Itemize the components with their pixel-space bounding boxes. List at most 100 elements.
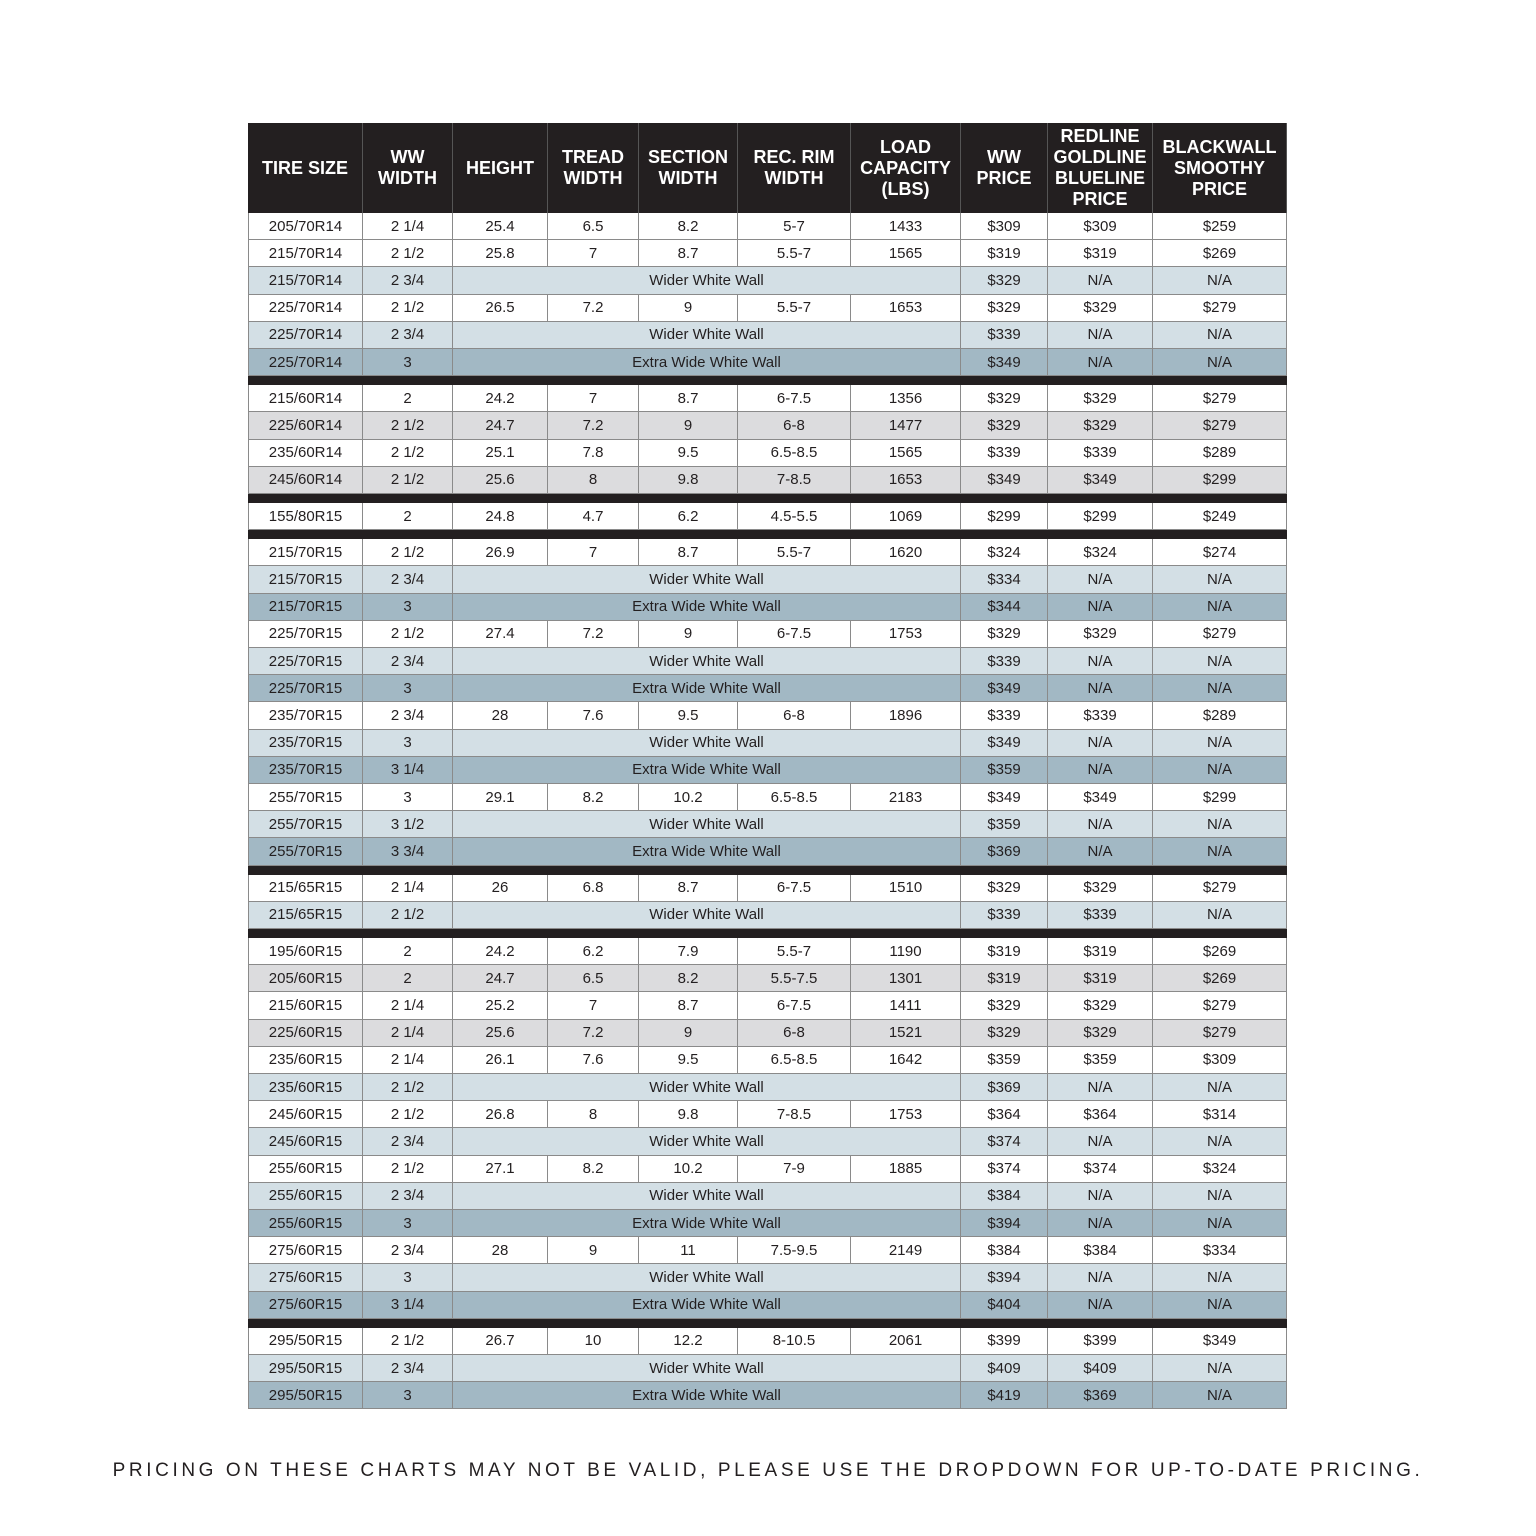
table-cell: 6.2 (548, 938, 639, 966)
table-cell: $329 (1048, 874, 1153, 902)
table-cell: $259 (1153, 213, 1287, 241)
table-cell: 27.4 (453, 620, 548, 648)
table-cell: 215/60R14 (248, 385, 363, 413)
row-note: Extra Wide White Wall (453, 675, 961, 703)
table-cell: N/A (1153, 321, 1287, 349)
header-line: SECTION (647, 147, 728, 167)
table-cell: $249 (1153, 503, 1287, 531)
table-cell: 7-8.5 (738, 466, 851, 494)
table-cell: 7 (548, 539, 639, 567)
table-cell: $329 (961, 412, 1048, 440)
column-header: TREAD WIDTH (548, 123, 639, 213)
table-cell: N/A (1048, 267, 1153, 295)
table-cell: N/A (1153, 648, 1287, 676)
group-separator (248, 865, 1287, 875)
table-cell: 225/60R14 (248, 412, 363, 440)
table-cell: $309 (1048, 213, 1153, 241)
table-cell: N/A (1153, 675, 1287, 703)
table-cell: 235/70R15 (248, 729, 363, 757)
table-cell: 245/60R15 (248, 1101, 363, 1129)
table-cell: 215/60R15 (248, 992, 363, 1020)
table-cell: 26.8 (453, 1101, 548, 1129)
table-cell: $394 (961, 1264, 1048, 1292)
table-cell: 215/65R15 (248, 874, 363, 902)
table-cell: $339 (961, 321, 1048, 349)
table-cell: $374 (961, 1155, 1048, 1183)
table-cell: $384 (961, 1182, 1048, 1210)
table-cell: $364 (1048, 1101, 1153, 1129)
table-cell: 11 (639, 1237, 738, 1265)
table-cell: 2 3/4 (363, 1128, 453, 1156)
row-note: Wider White Wall (453, 1182, 961, 1210)
column-header: HEIGHT (453, 123, 548, 213)
table-cell: N/A (1153, 349, 1287, 377)
table-cell: 3 (363, 729, 453, 757)
table-cell: $419 (961, 1382, 1048, 1410)
table-cell: 2 3/4 (363, 267, 453, 295)
table-cell: 295/50R15 (248, 1327, 363, 1355)
table-cell: 1433 (851, 213, 961, 241)
table-cell: 26 (453, 874, 548, 902)
table-cell: 225/70R15 (248, 620, 363, 648)
table-cell: 195/60R15 (248, 938, 363, 966)
header-line: LOAD (880, 136, 931, 157)
table-cell: $319 (961, 965, 1048, 993)
table-cell: $324 (1153, 1155, 1287, 1183)
table-cell: $329 (1048, 294, 1153, 322)
table-cell: 29.1 (453, 784, 548, 812)
table-cell: $339 (961, 648, 1048, 676)
table-cell: 225/70R15 (248, 675, 363, 703)
table-cell: N/A (1048, 321, 1153, 349)
row-note: Wider White Wall (453, 267, 961, 295)
table-cell: $279 (1153, 294, 1287, 322)
table-cell: 25.4 (453, 213, 548, 241)
row-note: Extra Wide White Wall (453, 756, 961, 784)
table-cell: 215/65R15 (248, 901, 363, 929)
table-cell: N/A (1153, 1210, 1287, 1238)
table-cell: $384 (961, 1237, 1048, 1265)
table-cell: 3 (363, 1264, 453, 1292)
table-cell: 2 3/4 (363, 1355, 453, 1383)
table-cell: 1069 (851, 503, 961, 531)
table-cell: $364 (961, 1101, 1048, 1129)
table-cell: $339 (961, 439, 1048, 467)
table-cell: 2 1/4 (363, 213, 453, 241)
table-cell: $299 (1153, 784, 1287, 812)
table-cell: N/A (1048, 1128, 1153, 1156)
row-note: Wider White Wall (453, 648, 961, 676)
header-line: WIDTH (563, 168, 623, 188)
row-note: Extra Wide White Wall (453, 349, 961, 377)
table-cell: 8.2 (639, 213, 738, 241)
table-cell: 1510 (851, 874, 961, 902)
table-cell: N/A (1048, 648, 1153, 676)
group-separator (248, 530, 1287, 540)
table-cell: $319 (1048, 938, 1153, 966)
table-cell: 2183 (851, 784, 961, 812)
table-cell: 275/60R15 (248, 1264, 363, 1292)
header-line: WIDTH (764, 168, 824, 188)
table-cell: N/A (1153, 729, 1287, 757)
table-cell: N/A (1048, 675, 1153, 703)
table-cell: 9.8 (639, 1101, 738, 1129)
table-cell: 2 1/2 (363, 240, 453, 268)
table-cell: 24.7 (453, 965, 548, 993)
table-cell: $289 (1153, 702, 1287, 730)
table-cell: $399 (1048, 1327, 1153, 1355)
table-cell: 215/70R14 (248, 240, 363, 268)
table-cell: 6-7.5 (738, 620, 851, 648)
table-cell: $319 (961, 938, 1048, 966)
table-cell: 2 (363, 938, 453, 966)
header-line: TIRE SIZE (261, 157, 348, 178)
table-cell: $349 (1048, 784, 1153, 812)
table-cell: $279 (1153, 385, 1287, 413)
table-cell: 1356 (851, 385, 961, 413)
header-line: PRICE (1191, 178, 1247, 199)
table-cell: 235/60R14 (248, 439, 363, 467)
table-cell: 2 1/2 (363, 1101, 453, 1129)
table-cell: N/A (1048, 349, 1153, 377)
row-note: Wider White Wall (453, 1074, 961, 1102)
table-cell: 2 1/4 (363, 874, 453, 902)
table-cell: 28 (453, 1237, 548, 1265)
table-cell: 25.1 (453, 439, 548, 467)
